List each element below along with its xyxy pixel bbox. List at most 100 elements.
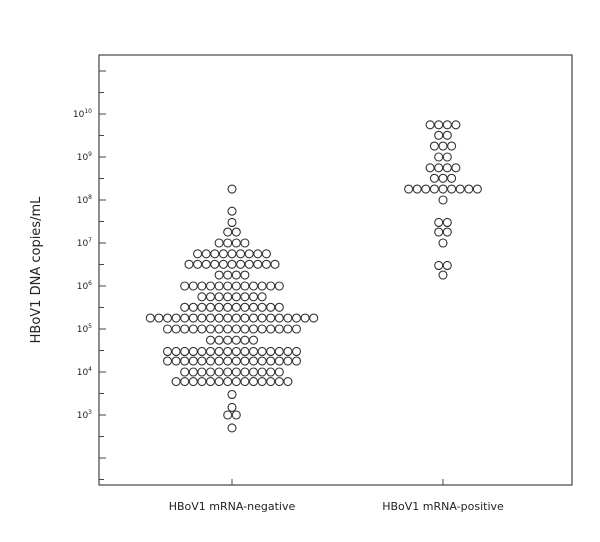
data-point: [171, 356, 181, 366]
data-point: [274, 367, 284, 377]
data-point: [283, 356, 293, 366]
data-point: [283, 346, 293, 357]
data-point: [231, 367, 241, 377]
data-point: [434, 260, 444, 271]
data-point: [162, 346, 173, 357]
data-point: [240, 302, 250, 312]
data-point: [266, 376, 276, 387]
data-point: [214, 346, 224, 357]
data-point: [283, 376, 293, 387]
data-point: [261, 249, 271, 259]
data-point: [197, 302, 207, 312]
data-point: [180, 346, 190, 357]
data-point: [180, 313, 190, 323]
data-point: [231, 410, 241, 420]
data-point: [291, 356, 302, 366]
data-point: [231, 281, 241, 291]
data-point: [231, 376, 241, 387]
y-tick-label: 107: [77, 237, 92, 249]
data-point: [257, 376, 267, 387]
data-point: [257, 356, 267, 366]
data-point: [214, 324, 224, 334]
data-point: [248, 367, 259, 377]
data-point: [223, 302, 233, 312]
data-point: [223, 227, 233, 237]
data-point: [227, 389, 237, 400]
data-point: [205, 313, 216, 323]
data-point: [197, 292, 207, 302]
data-point: [266, 367, 276, 377]
data-point: [253, 259, 263, 269]
data-point: [291, 313, 302, 323]
data-point: [223, 292, 233, 302]
data-point: [451, 120, 461, 130]
data-point: [227, 217, 237, 228]
data-point: [171, 313, 181, 323]
data-point: [214, 356, 224, 366]
data-point: [438, 238, 448, 248]
data-point: [257, 346, 267, 357]
data-point: [197, 324, 207, 334]
data-point: [188, 313, 198, 323]
data-point: [197, 367, 207, 377]
data-point: [223, 335, 233, 345]
data-point: [438, 184, 448, 194]
data-point: [205, 292, 216, 302]
data-point: [248, 335, 259, 345]
data-point: [248, 356, 259, 366]
data-point: [218, 249, 228, 259]
data-point: [257, 367, 267, 377]
data-point: [162, 324, 173, 334]
data-point: [442, 217, 452, 228]
data-point: [248, 292, 259, 302]
data-point: [218, 259, 228, 269]
data-point: [223, 324, 233, 334]
data-point: [231, 335, 241, 345]
data-point: [240, 281, 250, 291]
data-point: [214, 302, 224, 312]
data-point: [240, 356, 250, 366]
data-point: [188, 324, 198, 334]
data-point: [434, 152, 444, 162]
data-point: [283, 324, 293, 334]
data-point: [171, 324, 181, 334]
data-points: [145, 120, 482, 433]
data-point: [434, 227, 444, 237]
data-point: [227, 402, 237, 412]
data-point: [223, 346, 233, 357]
x-axis: HBoV1 mRNA-negative HBoV1 mRNA-positive: [169, 479, 504, 513]
data-point: [253, 249, 263, 259]
data-point: [236, 249, 246, 259]
data-point: [451, 163, 461, 173]
data-point: [455, 184, 465, 194]
data-point: [227, 184, 237, 194]
data-point: [442, 260, 452, 271]
data-point: [231, 292, 241, 302]
y-tick-label: 106: [77, 280, 92, 292]
data-point: [434, 163, 444, 173]
data-point: [201, 259, 211, 269]
data-point: [231, 313, 241, 323]
data-point: [429, 173, 439, 183]
data-point: [223, 367, 233, 377]
data-point: [244, 249, 254, 259]
data-point: [291, 346, 302, 357]
plot-frame: [98, 54, 573, 486]
data-point: [227, 206, 237, 216]
data-point: [223, 238, 233, 248]
y-tick-label: 1010: [73, 108, 92, 120]
data-point: [205, 281, 216, 291]
data-point: [184, 259, 194, 269]
data-point: [291, 324, 302, 334]
data-point: [214, 292, 224, 302]
data-point: [231, 227, 241, 237]
x-category-label: HBoV1 mRNA-negative: [169, 500, 296, 513]
y-tick-label: 108: [77, 194, 92, 206]
data-point: [429, 184, 439, 194]
data-point: [214, 238, 224, 248]
data-point: [240, 313, 250, 323]
x-category-label: HBoV1 mRNA-positive: [382, 500, 504, 513]
data-point: [162, 313, 173, 323]
data-point: [442, 163, 452, 173]
data-point: [248, 346, 259, 357]
